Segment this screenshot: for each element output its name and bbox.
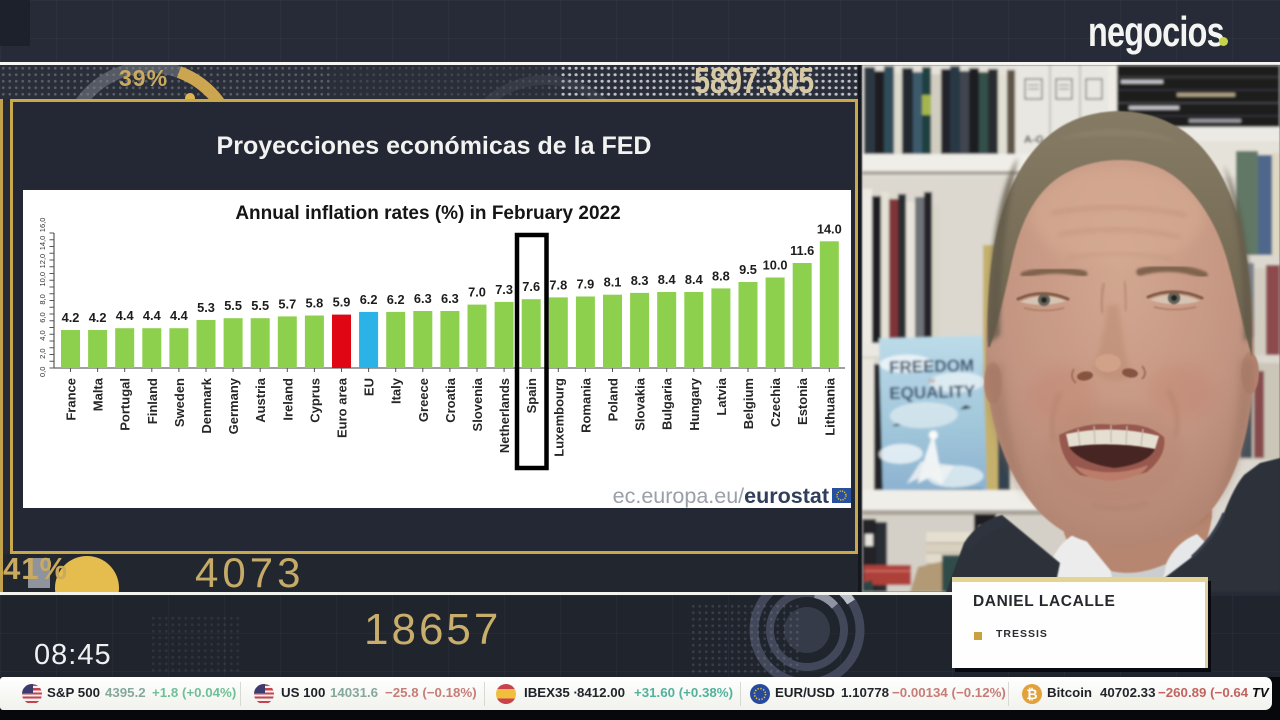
svg-text:Lithuania: Lithuania [822, 377, 837, 436]
svg-text:10.0: 10.0 [763, 258, 788, 273]
svg-text:8.1: 8.1 [604, 275, 622, 290]
svg-text:14,0: 14,0 [38, 236, 47, 251]
svg-text:8,0: 8,0 [38, 294, 47, 304]
svg-text:Finland: Finland [145, 378, 160, 424]
svg-text:Poland: Poland [606, 378, 621, 421]
svg-text:Malta: Malta [91, 377, 106, 411]
svg-text:EU: EU [362, 378, 377, 396]
svg-text:4,0: 4,0 [38, 330, 47, 340]
svg-text:8.4: 8.4 [658, 272, 677, 287]
svg-text:14.0: 14.0 [817, 221, 842, 236]
svg-text:4.4: 4.4 [116, 308, 135, 323]
svg-text:7.3: 7.3 [495, 282, 513, 297]
svg-text:5.7: 5.7 [278, 296, 296, 311]
svg-text:6.2: 6.2 [360, 292, 378, 307]
svg-text:8.8: 8.8 [712, 268, 730, 283]
svg-text:Euro area: Euro area [335, 377, 350, 438]
svg-text:Estonia: Estonia [795, 377, 810, 425]
svg-text:Netherlands: Netherlands [497, 378, 512, 453]
svg-text:6.3: 6.3 [441, 291, 459, 306]
svg-text:Greece: Greece [416, 378, 431, 422]
svg-text:Spain: Spain [524, 378, 539, 413]
svg-text:Germany: Germany [226, 377, 241, 434]
svg-text:10,0: 10,0 [38, 272, 47, 287]
svg-text:FREEDOM: FREEDOM [889, 356, 974, 377]
svg-text:A-G: A-G [1024, 134, 1044, 146]
svg-text:7.9: 7.9 [577, 277, 595, 292]
svg-text:0,0: 0,0 [38, 367, 47, 377]
svg-text:4.2: 4.2 [62, 310, 80, 325]
svg-text:Sweden: Sweden [172, 378, 187, 427]
svg-text:Bulgaria: Bulgaria [660, 377, 675, 430]
svg-text:5.5: 5.5 [251, 298, 269, 313]
svg-text:12,0: 12,0 [38, 254, 47, 269]
svg-text:Austria: Austria [253, 377, 268, 423]
svg-text:5.8: 5.8 [306, 296, 324, 311]
svg-text:4.2: 4.2 [89, 310, 107, 325]
svg-text:Denmark: Denmark [199, 377, 214, 433]
svg-text:4.4: 4.4 [143, 308, 162, 323]
svg-text:6.2: 6.2 [387, 292, 405, 307]
svg-text:Annual inflation rates (%) in: Annual inflation rates (%) in February 2… [235, 203, 620, 224]
svg-text:5.5: 5.5 [224, 298, 242, 313]
svg-text:or: or [928, 376, 935, 385]
svg-text:Portugal: Portugal [118, 378, 133, 431]
svg-text:Czechia: Czechia [768, 377, 783, 427]
svg-text:Croatia: Croatia [443, 377, 458, 423]
svg-text:Romania: Romania [578, 377, 593, 433]
svg-text:16,0: 16,0 [38, 218, 47, 233]
svg-text:2,0: 2,0 [38, 348, 47, 358]
svg-text:Slovakia: Slovakia [633, 377, 648, 431]
svg-text:Belgium: Belgium [741, 378, 756, 429]
svg-text:11.6: 11.6 [790, 243, 814, 258]
svg-text:Latvia: Latvia [714, 377, 729, 415]
svg-text:7.8: 7.8 [549, 277, 567, 292]
svg-text:7.6: 7.6 [522, 279, 540, 294]
svg-text:4.4: 4.4 [170, 308, 189, 323]
svg-text:6.3: 6.3 [414, 291, 432, 306]
svg-text:Ireland: Ireland [280, 378, 295, 421]
svg-text:6,0: 6,0 [38, 312, 47, 322]
svg-text:9.5: 9.5 [739, 262, 757, 277]
svg-text:8.4: 8.4 [685, 272, 704, 287]
svg-text:Luxembourg: Luxembourg [551, 378, 566, 457]
svg-text:EQUALITY: EQUALITY [889, 382, 976, 403]
svg-text:5.9: 5.9 [333, 295, 351, 310]
svg-text:8.3: 8.3 [631, 273, 649, 288]
svg-text:Cyprus: Cyprus [307, 378, 322, 423]
svg-text:France: France [64, 378, 79, 421]
svg-text:Hungary: Hungary [687, 377, 702, 431]
svg-text:ec.europa.eu/eurostat: ec.europa.eu/eurostat [613, 484, 829, 508]
svg-text:7.0: 7.0 [468, 285, 486, 300]
svg-text:5.3: 5.3 [197, 300, 215, 315]
svg-text:Italy: Italy [389, 377, 404, 404]
svg-text:Slovenia: Slovenia [470, 377, 485, 431]
